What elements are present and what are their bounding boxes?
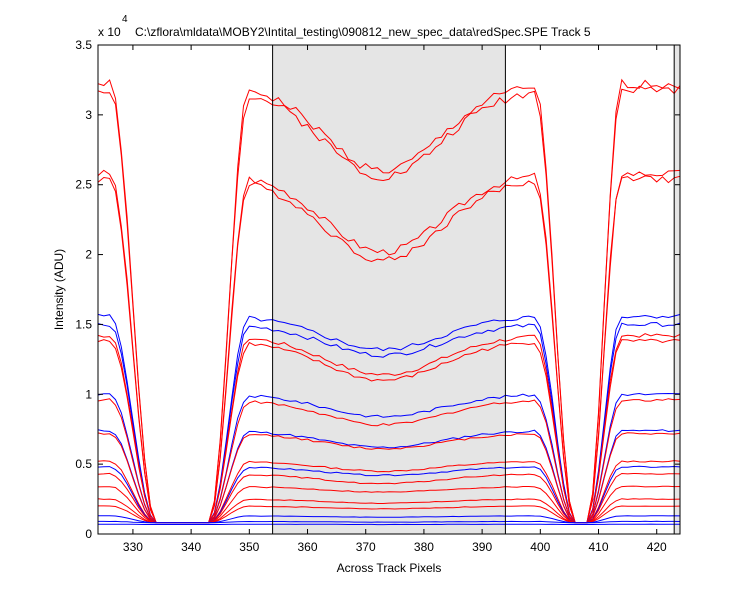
region-boundaries	[272, 45, 675, 534]
y-exponent-power: 4	[122, 14, 128, 25]
x-axis-ticks: 330 340 350 360 370 380 390 400 410 420	[123, 45, 667, 554]
y-tick-label-0: 0	[85, 527, 92, 541]
x-tick-label-5: 380	[414, 540, 434, 554]
x-tick-label-2: 350	[239, 540, 259, 554]
y-exponent-label: x 10	[98, 25, 121, 39]
x-tick-label-3: 360	[298, 540, 318, 554]
chart-title: C:\zflora\mldata\MOBY2\Intital_testing\0…	[135, 25, 591, 39]
y-tick-label-5: 2.5	[75, 178, 92, 192]
series-line-20	[98, 523, 681, 526]
x-tick-label-4: 370	[356, 540, 376, 554]
x-tick-label-6: 390	[472, 540, 492, 554]
y-tick-label-2: 1	[85, 387, 92, 401]
shaded-region-0	[272, 45, 506, 534]
y-tick-label-6: 3	[85, 108, 92, 122]
y-tick-label-4: 2	[85, 248, 92, 262]
plot-frame	[97, 44, 681, 535]
x-tick-label-7: 400	[530, 540, 550, 554]
x-tick-label-8: 410	[589, 540, 609, 554]
y-axis-ticks: 0 0.5 1 1.5 2 2.5 3 3.5	[75, 38, 680, 541]
y-axis-title: Intensity (ADU)	[52, 249, 66, 330]
x-tick-label-9: 420	[647, 540, 667, 554]
y-tick-label-1: 0.5	[75, 457, 92, 471]
y-tick-label-3: 1.5	[75, 317, 92, 331]
series-line-19	[98, 520, 681, 524]
x-tick-label-1: 340	[181, 540, 201, 554]
shaded-region-1	[674, 45, 680, 534]
x-tick-label-0: 330	[123, 540, 143, 554]
series-lines	[97, 78, 681, 526]
y-tick-label-7: 3.5	[75, 38, 92, 52]
x-axis-title: Across Track Pixels	[337, 561, 442, 575]
